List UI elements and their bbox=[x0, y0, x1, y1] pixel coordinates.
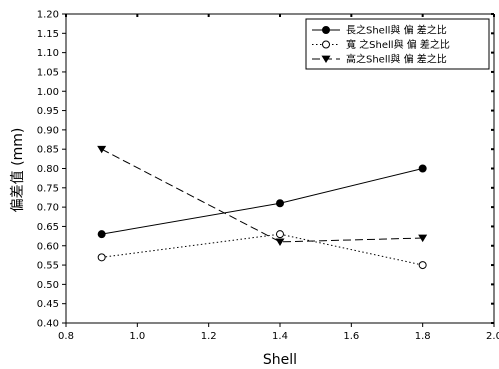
y-ticks: 0.40 0.45 0.50 0.55 0.60 0.65 0.70 0.75 0.80 0.85… bbox=[37, 10, 494, 330]
legend-marker bbox=[322, 40, 330, 49]
y-tick-label: 0.80 bbox=[37, 164, 59, 175]
data-point bbox=[418, 261, 427, 270]
y-axis-title: 偏差值 (mm) bbox=[10, 128, 26, 213]
y-tick-label: 1.00 bbox=[37, 87, 59, 98]
legend-marker bbox=[322, 26, 330, 34]
legend-label: 長之Shell與 偏 差之比 bbox=[346, 24, 447, 37]
x-tick-label: 2.0 bbox=[486, 331, 499, 342]
x-tick-label: 1.6 bbox=[343, 331, 359, 342]
y-tick-label: 1.10 bbox=[37, 48, 59, 59]
x-tick-label: 1.2 bbox=[201, 331, 217, 342]
series-line bbox=[101, 233, 423, 266]
y-tick-label: 0.60 bbox=[37, 241, 59, 252]
series-line bbox=[101, 148, 423, 243]
series-3 bbox=[97, 145, 428, 246]
y-tick-label: 1.15 bbox=[37, 29, 59, 40]
y-tick-label: 0.55 bbox=[37, 261, 59, 272]
data-point bbox=[275, 238, 285, 246]
y-tick-label: 1.20 bbox=[37, 10, 59, 21]
x-tick-label: 1.0 bbox=[129, 331, 145, 342]
legend-label: 高之Shell與 偏 差之比 bbox=[346, 53, 447, 66]
legend-marker bbox=[321, 55, 331, 64]
series-2 bbox=[97, 230, 427, 270]
data-point bbox=[418, 164, 427, 173]
x-tick-label: 1.8 bbox=[415, 331, 431, 342]
data-point bbox=[97, 230, 106, 239]
y-tick-label: 0.75 bbox=[37, 183, 59, 194]
data-point bbox=[418, 234, 428, 243]
y-tick-label: 0.40 bbox=[37, 319, 59, 330]
data-point bbox=[97, 253, 106, 262]
y-tick-label: 0.65 bbox=[37, 222, 59, 233]
y-tick-label: 0.50 bbox=[37, 280, 59, 291]
data-point bbox=[276, 199, 284, 208]
x-tick-label: 1.4 bbox=[272, 331, 288, 342]
y-tick-label: 0.70 bbox=[37, 203, 59, 214]
legend-label: 寬 之Shell與 偏 差之比 bbox=[346, 38, 450, 51]
y-tick-label: 0.85 bbox=[37, 145, 59, 156]
y-tick-label: 0.95 bbox=[37, 106, 59, 117]
x-tick-label: 0.8 bbox=[58, 331, 74, 342]
x-axis-title: Shell bbox=[263, 352, 297, 368]
series-group bbox=[97, 145, 428, 270]
y-tick-label: 1.05 bbox=[37, 67, 59, 78]
y-tick-label: 0.45 bbox=[37, 299, 59, 310]
series-1 bbox=[97, 164, 427, 239]
y-tick-label: 0.90 bbox=[37, 125, 59, 136]
data-point bbox=[276, 230, 284, 239]
series-line bbox=[101, 168, 423, 235]
data-point bbox=[97, 145, 107, 154]
